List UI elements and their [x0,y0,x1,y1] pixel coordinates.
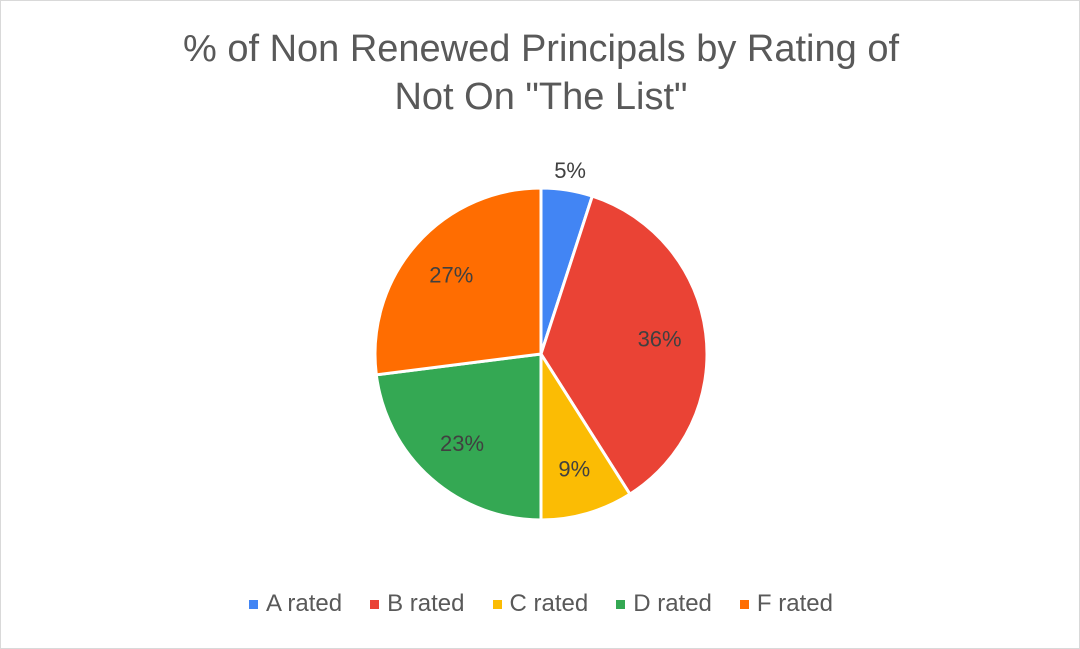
legend-swatch-a-rated [249,599,259,609]
pie-labels: 5% 36% 9% 23% 27% [429,158,682,481]
pie-slices [373,186,709,522]
chart-title: % of Non Renewed Principals by Rating of… [1,25,1080,121]
legend-label-f-rated: F rated [756,590,833,617]
legend-item-f-rated: F rated [739,590,833,618]
pie-slice-c-rated [539,352,632,522]
pie-label-d-rated: 23% [440,431,484,456]
legend-label-a-rated: A rated [266,590,343,617]
legend-swatch-b-rated [370,599,380,609]
pie-label-f-rated: 27% [429,263,473,288]
legend-label-d-rated: D rated [633,590,712,617]
pie-slice-f-rated [373,186,543,377]
legend-swatch-f-rated [739,599,749,609]
legend-label-b-rated: B rated [387,590,465,617]
legend-item-c-rated: C rated [492,590,589,618]
legend-swatch-d-rated [616,599,626,609]
legend-item-b-rated: B rated [370,590,465,618]
pie-label-b-rated: 36% [638,327,682,352]
legend-swatch-c-rated [492,599,502,609]
legend-item-a-rated: A rated [249,590,342,618]
chart-title-line-2: Not On "The List" [394,76,688,118]
chart-legend: A rated B rated C rated D rated F rated [1,590,1080,618]
pie-label-a-rated: 5% [554,158,586,183]
pie-slice-b-rated [539,194,709,496]
legend-label-c-rated: C rated [509,590,589,617]
chart-title-line-1: % of Non Renewed Principals by Rating of [182,28,900,70]
pie-slice-d-rated [374,352,543,522]
pie-label-c-rated: 9% [558,456,590,481]
legend-item-d-rated: D rated [616,590,712,618]
